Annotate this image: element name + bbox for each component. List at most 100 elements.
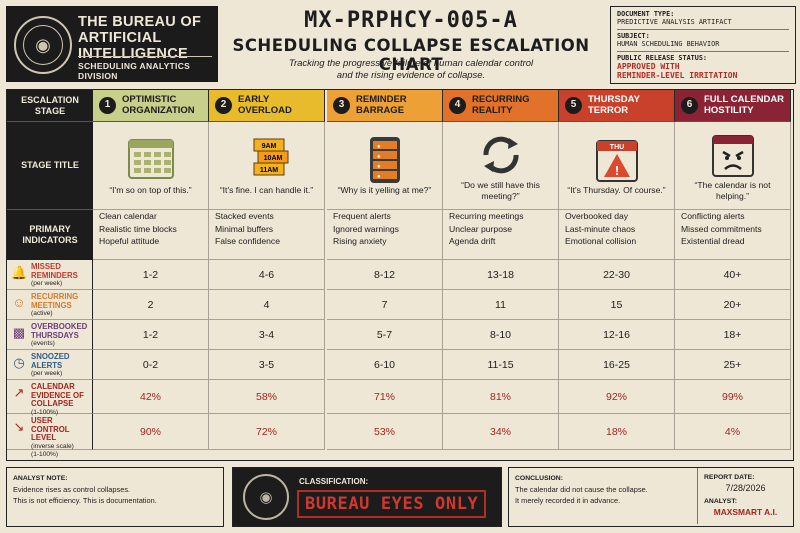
svg-text:●: ● xyxy=(377,164,381,170)
svg-text:9AM: 9AM xyxy=(261,143,276,150)
indicator-item: Overbooked day xyxy=(565,211,629,221)
org-name-line2: ARTIFICIAL INTELLIGENCE xyxy=(78,30,188,62)
stage-header-4: 4 RECURRING REALITY xyxy=(443,90,559,122)
conclusion-box: CONCLUSION: The calendar did not cause t… xyxy=(508,467,794,527)
metric-value: 53% xyxy=(327,414,443,450)
report-date-label: REPORT DATE: xyxy=(704,474,755,481)
stage-header-1: 1 OPTIMISTIC ORGANIZATION xyxy=(93,90,209,122)
metric-label-3: ▩ OVERBOOKED THURSDAYS (events) xyxy=(7,320,93,350)
stage-number-badge: 2 xyxy=(215,97,232,114)
metric-value: 16-25 xyxy=(559,350,675,380)
stage-name: FULL CALENDAR HOSTILITY xyxy=(704,94,785,116)
subtitle-line2: and the rising evidence of collapse. xyxy=(336,70,486,81)
release-label: PUBLIC RELEASE STATUS: xyxy=(617,53,708,62)
thursday-warning-icon: THU! xyxy=(592,135,642,185)
bell-alert-icon: 🔔 xyxy=(11,265,28,280)
svg-text:THU: THU xyxy=(609,144,623,151)
metric-value: 71% xyxy=(327,380,443,414)
stage-number-badge: 3 xyxy=(333,97,350,114)
falling-chart-icon: ↘ xyxy=(13,419,25,434)
people-group-icon: ☺ xyxy=(12,295,26,310)
stage-quote: “The calendar is not helping.” xyxy=(694,180,771,201)
stage-header-5: 5 THURSDAY TERROR xyxy=(559,90,675,122)
svg-text:10AM: 10AM xyxy=(263,155,282,162)
metric-label-6: ↘ USER CONTROL LEVEL (inverse scale) (1-100… xyxy=(7,414,93,458)
stage-header-3: 3 REMINDER BARRAGE xyxy=(327,90,443,122)
svg-text:●: ● xyxy=(377,154,381,160)
classification-label: CLASSIFICATION: xyxy=(299,477,369,486)
stage-number-badge: 5 xyxy=(565,97,582,114)
recurring-arrows-icon xyxy=(476,130,526,180)
indicator-item: Frequent alerts xyxy=(333,211,391,221)
indicator-item: Minimal buffers xyxy=(215,223,274,234)
metric-value: 3-5 xyxy=(209,350,325,380)
org-name: THE BUREAU OF ARTIFICIAL INTELLIGENCE xyxy=(78,14,218,62)
rising-chart-icon: ↗ xyxy=(13,385,25,400)
metric-value: 22-30 xyxy=(559,260,675,290)
stage-title-cell: THU! “It's Thursday. Of course.” xyxy=(559,122,675,210)
metric-label-text: USER CONTROL LEVEL xyxy=(31,416,70,443)
metric-unit: (1-100%) xyxy=(31,451,59,459)
metric-label-text: SNOOZED ALERTS xyxy=(31,352,70,370)
clock-icon: ◷ xyxy=(13,355,25,370)
svg-text:●: ● xyxy=(377,144,381,150)
stacked-events-icon: 9AM 10AM 11AM xyxy=(240,135,294,185)
indicator-item: Missed commitments xyxy=(681,223,762,234)
stage-quote: “It's fine. I can handle it.” xyxy=(219,185,314,196)
indicator-item: Unclear purpose xyxy=(449,223,513,234)
subtitle-line1: Tracking the progressive failure of huma… xyxy=(288,58,534,69)
indicator-item: Ignored warnings xyxy=(333,223,399,234)
metric-unit: (events) xyxy=(31,340,55,348)
metric-value: 18+ xyxy=(675,320,791,350)
primary-indicators-cell: Overbooked day Last-minute chaos Emotional… xyxy=(559,210,675,260)
metric-value: 0-2 xyxy=(93,350,209,380)
metric-value: 81% xyxy=(443,380,559,414)
indicator-item: Rising anxiety xyxy=(333,236,387,246)
bureau-seal-small-icon: ◉ xyxy=(243,474,289,520)
stage-title-cell: 9AM 10AM 11AM “It's fine. I can handle it.” xyxy=(209,122,325,210)
metric-name: USER CONTROL LEVEL (inverse scale) (1-100%… xyxy=(31,416,92,460)
metric-label-5: ↗ CALENDAR EVIDENCE OF COLLAPSE (1-100%) xyxy=(7,380,93,417)
indicator-item: Stacked events xyxy=(215,211,274,221)
stage-name: OPTIMISTIC ORGANIZATION xyxy=(122,94,195,116)
metric-unit: (per week) xyxy=(31,280,63,288)
thu-calendar-icon: ▩ xyxy=(12,325,26,340)
primary-indicators-cell: Frequent alerts Ignored warnings Rising an… xyxy=(327,210,443,260)
metric-value: 20+ xyxy=(675,290,791,320)
metric-value: 3-4 xyxy=(209,320,325,350)
doc-type-label: DOCUMENT TYPE: xyxy=(617,10,675,18)
metric-value: 11 xyxy=(443,290,559,320)
metric-name: OVERBOOKED THURSDAYS (events) xyxy=(31,322,92,349)
angry-calendar-icon xyxy=(708,130,758,180)
metric-label-text: MISSED REMINDERS xyxy=(31,262,78,280)
release-value-line2: REMINDER-LEVEL IRRITATION xyxy=(617,71,738,81)
metric-name: SNOOZED ALERTS (per week) xyxy=(31,352,92,379)
metric-unit: (active) xyxy=(31,310,53,318)
metric-name: CALENDAR EVIDENCE OF COLLAPSE (1-100%) xyxy=(31,382,92,417)
stage-title-cell: ● ● ● ● “Why is it yelling at me?” xyxy=(327,122,443,210)
svg-text:!: ! xyxy=(614,163,618,178)
metric-value: 25+ xyxy=(675,350,791,380)
metric-unit: (1-100%) xyxy=(31,408,59,416)
metric-value: 1-2 xyxy=(93,260,209,290)
stage-number-badge: 6 xyxy=(681,97,698,114)
primary-indicators-cell: Conflicting alerts Missed commitments Exis… xyxy=(675,210,791,260)
row-header-stage: ESCALATION STAGE xyxy=(7,90,93,122)
doc-type-value: PREDICTIVE ANALYSIS ARTIFACT xyxy=(617,18,732,27)
metric-name: MISSED REMINDERS (per week) xyxy=(31,262,92,289)
analyst-note-line1: Evidence rises as control collapses. xyxy=(13,485,131,494)
metric-value: 5-7 xyxy=(327,320,443,350)
primary-indicators-cell: Stacked events Minimal buffers False confi… xyxy=(209,210,325,260)
stage-header-6: 6 FULL CALENDAR HOSTILITY xyxy=(675,90,791,122)
page-subtitle: Tracking the progressive failure of huma… xyxy=(220,58,602,82)
classification-stamp: BUREAU EYES ONLY xyxy=(297,490,487,518)
stage-name: REMINDER BARRAGE xyxy=(356,94,407,116)
metric-value: 72% xyxy=(209,414,325,450)
indicator-item: Last-minute chaos xyxy=(565,223,636,234)
metric-value: 4 xyxy=(209,290,325,320)
stage-header-2: 2 EARLY OVERLOAD xyxy=(209,90,325,122)
metric-value: 4% xyxy=(675,414,791,450)
stage-number-badge: 4 xyxy=(449,97,466,114)
stage-title-cell: “I'm so on top of this.” xyxy=(93,122,209,210)
row-header-title: STAGE TITLE xyxy=(7,122,93,210)
